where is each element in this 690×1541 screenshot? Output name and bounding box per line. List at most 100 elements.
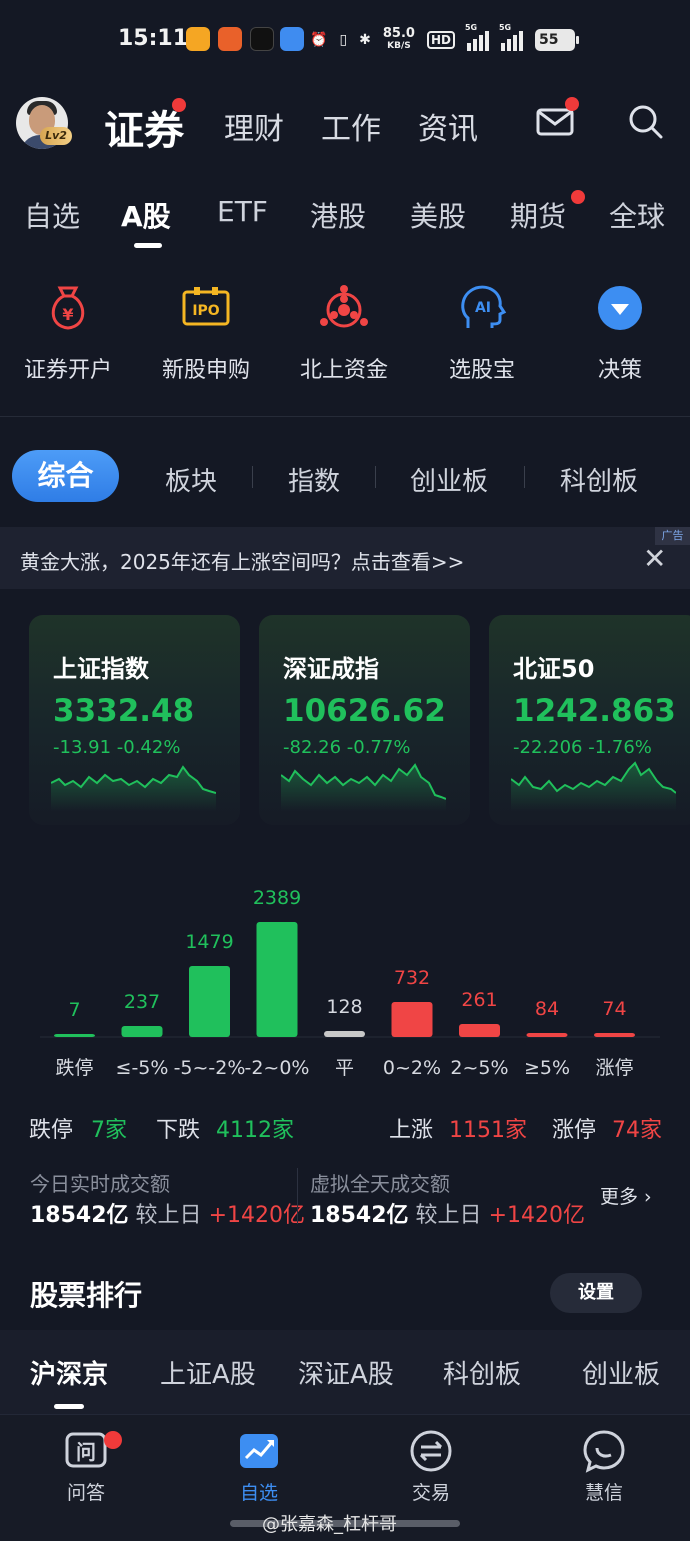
- status-time: 15:11: [118, 26, 189, 51]
- market-tab-futures[interactable]: 期货: [510, 200, 567, 233]
- market-tab-indicator: [134, 243, 162, 248]
- ranking-tabs: [0, 1330, 690, 1414]
- nav-huixin[interactable]: 慧信: [554, 1428, 654, 1505]
- bar-3: [256, 922, 298, 1037]
- tab-zixun[interactable]: 资讯: [418, 112, 478, 147]
- home-indicator[interactable]: [230, 1520, 460, 1527]
- qa-icon: 问: [65, 1432, 107, 1468]
- rank-tab-indicator: [54, 1404, 84, 1409]
- rank-tab-star[interactable]: 科创板: [443, 1360, 522, 1390]
- ad-text[interactable]: 黄金大涨，2025年还有上涨空间吗？点击查看>>: [20, 550, 465, 574]
- feature-label: 新股申购: [161, 358, 250, 383]
- qa-badge-dot: [104, 1431, 122, 1449]
- market-tab-etf[interactable]: ETF: [217, 195, 268, 228]
- segment-tab-chinext[interactable]: 创业板: [410, 467, 489, 497]
- mail-badge-dot: [565, 97, 579, 111]
- search-icon[interactable]: [628, 104, 664, 140]
- segment-tab-index[interactable]: 指数: [288, 467, 341, 497]
- bar-4: [324, 1031, 365, 1037]
- nav-label: 自选: [239, 1482, 278, 1504]
- chart-trend-icon: [240, 1434, 278, 1468]
- index-price: 3332.48: [53, 693, 195, 729]
- market-tab-global[interactable]: 全球: [609, 200, 666, 233]
- segment-tab-overview[interactable]: 综合: [12, 450, 119, 502]
- rank-tab-sh-a[interactable]: 上证A股: [160, 1360, 256, 1390]
- ad-tag: 广告: [655, 527, 690, 545]
- hk-flower-icon: [320, 285, 368, 328]
- nav-qa[interactable]: 问 问答: [36, 1428, 136, 1505]
- limit-up-label: 涨停: [552, 1118, 597, 1143]
- market-tab-zixuan[interactable]: 自选: [24, 200, 81, 233]
- exchange-icon: [410, 1430, 452, 1472]
- ipo-icon: IPO: [182, 287, 230, 326]
- bar-1: [121, 1026, 163, 1037]
- index-change: -13.91 -0.42%: [53, 737, 181, 758]
- ai-head-icon: AI: [461, 285, 507, 328]
- ranking-title: 股票排行: [30, 1279, 143, 1312]
- index-card-sz[interactable]: 深证成指 10626.62 -82.26 -0.77%: [259, 615, 470, 825]
- rank-tab-all[interactable]: 沪深京: [30, 1360, 109, 1390]
- bar-label-6: 2~5%: [450, 1057, 508, 1079]
- index-card-sh[interactable]: 上证指数 3332.48 -13.91 -0.42%: [29, 615, 240, 825]
- bar-label-0: 跌停: [55, 1057, 93, 1079]
- market-tab-hk[interactable]: 港股: [310, 200, 367, 233]
- rank-tab-sz-a[interactable]: 深证A股: [298, 1360, 394, 1390]
- nav-watchlist[interactable]: 自选: [209, 1428, 309, 1505]
- today-turnover-title: 今日实时成交额: [30, 1172, 170, 1196]
- segment-divider: [375, 466, 376, 488]
- index-card-bj[interactable]: 北证50 1242.863 -22.206 -1.76%: [489, 615, 690, 825]
- index-price: 10626.62: [283, 693, 446, 729]
- segment-tab-star[interactable]: 科创板: [560, 467, 639, 497]
- segment-tab-sector[interactable]: 板块: [165, 467, 218, 497]
- bar-value-3: 2389: [253, 887, 301, 909]
- tab-gongzuo[interactable]: 工作: [321, 112, 381, 147]
- feature-label: 选股宝: [448, 358, 515, 383]
- nav-trade[interactable]: 交易: [381, 1428, 481, 1505]
- feature-stock-picker[interactable]: AI 选股宝: [422, 282, 542, 384]
- battery-icon: 55: [534, 29, 579, 51]
- bar-7: [526, 1033, 568, 1037]
- bar-label-7: ≥5%: [524, 1057, 570, 1079]
- svg-text:¥: ¥: [62, 305, 73, 324]
- sparkline-sh: [51, 765, 216, 811]
- market-tab-us[interactable]: 美股: [410, 200, 467, 233]
- bar-value-2: 1479: [185, 931, 233, 953]
- nav-label: 慧信: [584, 1482, 623, 1504]
- close-icon[interactable]: ✕: [643, 542, 667, 575]
- rank-tab-chinext[interactable]: 创业板: [582, 1360, 661, 1390]
- ad-banner[interactable]: [0, 527, 690, 589]
- feature-ipo[interactable]: IPO 新股申购: [146, 282, 266, 384]
- feature-open-account[interactable]: ¥ 证券开户: [8, 282, 128, 384]
- signal-icon-2: 5G: [499, 23, 523, 51]
- alarm-icon: ⏰: [310, 32, 328, 48]
- news-app-icon: [218, 27, 242, 51]
- limit-down-label: 跌停: [29, 1118, 74, 1143]
- futures-badge-dot: [571, 190, 585, 204]
- feature-northbound[interactable]: 北上资金: [284, 282, 404, 384]
- settings-button[interactable]: 设置: [550, 1273, 642, 1313]
- bar-label-5: 0~2%: [383, 1057, 441, 1079]
- limit-down-count: 7家: [91, 1118, 127, 1143]
- index-name: 深证成指: [283, 655, 379, 683]
- net-speed: 85.0 KB/S: [382, 26, 415, 51]
- up-label: 上涨: [389, 1118, 434, 1143]
- mail-icon[interactable]: [536, 108, 574, 136]
- notification-dot: [172, 98, 186, 112]
- sparkline-sz: [281, 763, 446, 811]
- nav-label: 问答: [66, 1482, 105, 1504]
- feature-label: 北上资金: [299, 358, 388, 383]
- index-change: -22.206 -1.76%: [513, 737, 652, 758]
- segment-divider: [252, 466, 253, 488]
- feature-decision[interactable]: 决策: [560, 282, 680, 384]
- more-link[interactable]: 更多 ›: [600, 1186, 652, 1208]
- chat-bubble-icon: [583, 1430, 625, 1473]
- tab-licai[interactable]: 理财: [224, 112, 284, 147]
- bar-value-7: 84: [535, 998, 559, 1020]
- tab-zhengquan[interactable]: 证券: [104, 108, 184, 154]
- index-price: 1242.863: [513, 693, 676, 729]
- divider: [0, 416, 690, 417]
- bar-value-6: 261: [461, 989, 497, 1011]
- money-bag-icon: ¥: [51, 286, 85, 330]
- feature-label: 决策: [597, 358, 642, 383]
- market-tab-a-share[interactable]: A股: [121, 200, 171, 233]
